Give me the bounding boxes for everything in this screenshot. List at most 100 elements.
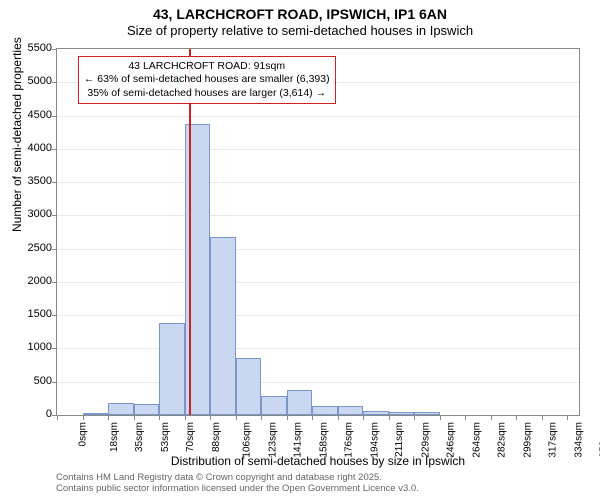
gridline-h: [57, 315, 579, 316]
xtick-mark: [465, 415, 466, 420]
x-axis-label: Distribution of semi-detached houses by …: [56, 454, 580, 468]
xtick-label: 70sqm: [185, 422, 196, 452]
gridline-h: [57, 182, 579, 183]
y-axis-label: Number of semi-detached properties: [10, 37, 24, 232]
xtick-mark: [185, 415, 186, 420]
ytick-label: 500: [12, 375, 52, 387]
xtick-mark: [57, 415, 58, 420]
xtick-mark: [83, 415, 84, 420]
ytick-mark: [52, 282, 57, 283]
ytick-mark: [52, 182, 57, 183]
xtick-mark: [389, 415, 390, 420]
ytick-label: 4000: [12, 142, 52, 154]
ytick-mark: [52, 149, 57, 150]
xtick-mark: [261, 415, 262, 420]
histogram-bar: [287, 390, 313, 415]
reference-line: [189, 49, 191, 415]
ytick-mark: [52, 348, 57, 349]
xtick-label: 264sqm: [471, 422, 482, 458]
xtick-label: 35sqm: [134, 422, 145, 452]
xtick-mark: [210, 415, 211, 420]
xtick-label: 194sqm: [369, 422, 380, 458]
xtick-mark: [491, 415, 492, 420]
xtick-mark: [338, 415, 339, 420]
histogram-bar: [210, 237, 236, 415]
histogram-bar: [236, 358, 262, 415]
histogram-bar: [363, 411, 389, 415]
histogram-bar: [83, 413, 109, 415]
ytick-label: 1500: [12, 308, 52, 320]
ytick-label: 3500: [12, 175, 52, 187]
gridline-h: [57, 382, 579, 383]
annotation-line: 43 LARCHCROFT ROAD: 91sqm: [84, 60, 330, 73]
annotation-line: ← 63% of semi-detached houses are smalle…: [84, 73, 330, 86]
xtick-label: 246sqm: [446, 422, 457, 458]
annotation-line: 35% of semi-detached houses are larger (…: [84, 87, 330, 100]
xtick-mark: [236, 415, 237, 420]
xtick-label: 141sqm: [293, 422, 304, 458]
xtick-label: 88sqm: [211, 422, 222, 452]
xtick-label: 282sqm: [497, 422, 508, 458]
histogram-bar: [134, 404, 160, 415]
histogram-bar: [338, 406, 364, 415]
xtick-mark: [134, 415, 135, 420]
chart-title-main: 43, LARCHCROFT ROAD, IPSWICH, IP1 6AN: [0, 0, 600, 23]
gridline-h: [57, 348, 579, 349]
xtick-label: 334sqm: [573, 422, 584, 458]
xtick-mark: [287, 415, 288, 420]
xtick-label: 53sqm: [160, 422, 171, 452]
ytick-label: 0: [12, 408, 52, 420]
xtick-mark: [312, 415, 313, 420]
xtick-label: 158sqm: [318, 422, 329, 458]
ytick-mark: [52, 215, 57, 216]
ytick-label: 5000: [12, 75, 52, 87]
xtick-label: 317sqm: [548, 422, 559, 458]
ytick-label: 2000: [12, 275, 52, 287]
chart-title-sub: Size of property relative to semi-detach…: [0, 23, 600, 42]
xtick-label: 229sqm: [420, 422, 431, 458]
histogram-bar: [159, 323, 185, 415]
ytick-label: 5500: [12, 42, 52, 54]
gridline-h: [57, 116, 579, 117]
histogram-bar: [312, 406, 338, 415]
footer-attribution: Contains HM Land Registry data © Crown c…: [56, 472, 419, 495]
xtick-mark: [363, 415, 364, 420]
ytick-mark: [52, 49, 57, 50]
histogram-bar: [261, 396, 287, 415]
xtick-label: 106sqm: [242, 422, 253, 458]
xtick-label: 123sqm: [267, 422, 278, 458]
xtick-mark: [567, 415, 568, 420]
xtick-mark: [414, 415, 415, 420]
xtick-mark: [516, 415, 517, 420]
xtick-label: 299sqm: [522, 422, 533, 458]
xtick-mark: [440, 415, 441, 420]
xtick-mark: [108, 415, 109, 420]
xtick-label: 211sqm: [394, 422, 405, 457]
plot-area: 43 LARCHCROFT ROAD: 91sqm← 63% of semi-d…: [56, 48, 580, 416]
ytick-mark: [52, 382, 57, 383]
footer-line-1: Contains HM Land Registry data © Crown c…: [56, 472, 419, 483]
ytick-label: 2500: [12, 242, 52, 254]
footer-line-2: Contains public sector information licen…: [56, 483, 419, 494]
ytick-mark: [52, 249, 57, 250]
xtick-label: 0sqm: [77, 422, 88, 446]
xtick-mark: [159, 415, 160, 420]
chart-container: 43, LARCHCROFT ROAD, IPSWICH, IP1 6AN Si…: [0, 0, 600, 500]
ytick-label: 1000: [12, 341, 52, 353]
xtick-label: 18sqm: [109, 422, 120, 452]
gridline-h: [57, 282, 579, 283]
ytick-mark: [52, 315, 57, 316]
gridline-h: [57, 215, 579, 216]
ytick-mark: [52, 116, 57, 117]
ytick-label: 4500: [12, 109, 52, 121]
xtick-mark: [542, 415, 543, 420]
histogram-bar: [414, 412, 440, 415]
histogram-bar: [108, 403, 134, 415]
xtick-label: 176sqm: [344, 422, 355, 458]
ytick-label: 3000: [12, 208, 52, 220]
histogram-bar: [389, 412, 415, 415]
gridline-h: [57, 149, 579, 150]
ytick-mark: [52, 82, 57, 83]
gridline-h: [57, 249, 579, 250]
annotation-box: 43 LARCHCROFT ROAD: 91sqm← 63% of semi-d…: [78, 56, 336, 103]
